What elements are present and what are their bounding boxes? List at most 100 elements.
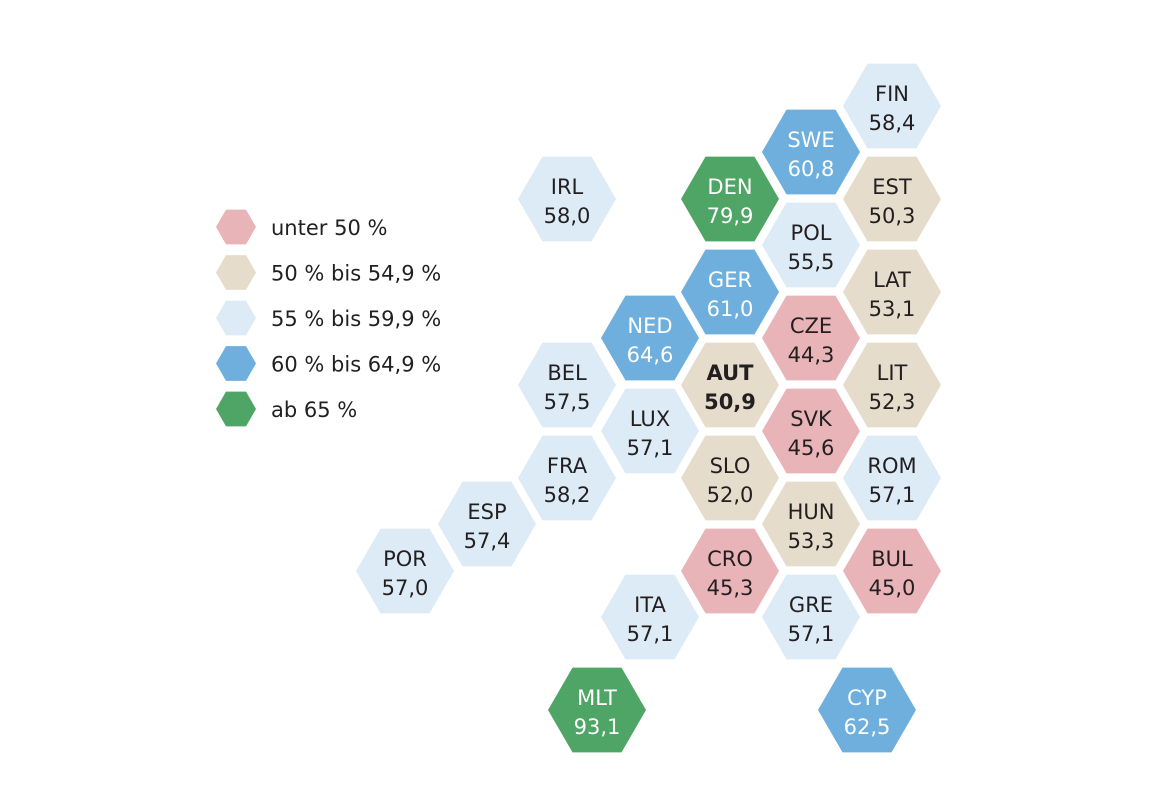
country-hex-ned: NED 64,6 <box>601 295 699 381</box>
country-value: 45,6 <box>788 436 835 460</box>
country-value: 45,0 <box>869 576 916 600</box>
legend-swatch <box>216 300 256 336</box>
hex-shape <box>843 435 941 521</box>
country-value: 93,1 <box>574 715 621 739</box>
country-hex-ita: ITA 57,1 <box>601 574 699 660</box>
country-code: LIT <box>877 361 908 385</box>
country-value: 64,6 <box>627 343 674 367</box>
country-code: ITA <box>634 593 666 617</box>
country-code: IRL <box>551 175 584 199</box>
country-code: HUN <box>788 500 835 524</box>
legend-label: 50 % bis 54,9 % <box>271 262 441 286</box>
country-value: 57,1 <box>788 622 835 646</box>
country-value: 53,1 <box>869 297 916 321</box>
hex-shape <box>548 667 646 753</box>
country-hex-cze: CZE 44,3 <box>762 295 860 381</box>
legend-label: 55 % bis 59,9 % <box>271 307 441 331</box>
legend-swatch <box>216 255 256 290</box>
country-hex-swe: SWE 60,8 <box>762 109 860 195</box>
country-hex-lux: LUX 57,1 <box>601 388 699 474</box>
country-code: CZE <box>790 314 832 338</box>
country-code: GRE <box>789 593 833 617</box>
country-value: 57,4 <box>464 529 511 553</box>
country-code: ROM <box>867 454 916 478</box>
country-value: 57,5 <box>544 390 591 414</box>
country-value: 52,3 <box>869 390 916 414</box>
country-code: GER <box>708 268 752 292</box>
country-value: 57,1 <box>869 483 916 507</box>
country-hex-cro: CRO 45,3 <box>681 528 779 614</box>
country-code: SVK <box>790 407 833 431</box>
country-hex-por: POR 57,0 <box>356 528 454 614</box>
country-hex-lit: LIT 52,3 <box>843 342 941 428</box>
country-value: 61,0 <box>707 297 754 321</box>
country-code: EST <box>872 175 912 199</box>
country-hex-gre: GRE 57,1 <box>762 574 860 660</box>
hex-shape <box>681 249 779 335</box>
country-hex-lat: LAT 53,1 <box>843 249 941 335</box>
country-code: SWE <box>787 128 834 152</box>
country-hex-esp: ESP 57,4 <box>438 481 536 567</box>
hex-shape <box>518 156 616 242</box>
country-value: 79,9 <box>707 204 754 228</box>
country-code: LUX <box>630 407 670 431</box>
hex-shape <box>681 528 779 614</box>
country-hex-irl: IRL 58,0 <box>518 156 616 242</box>
hex-shape <box>681 435 779 521</box>
hex-shape <box>681 342 779 428</box>
country-code: NED <box>627 314 672 338</box>
legend-swatch <box>216 391 256 427</box>
country-code: POR <box>383 547 427 571</box>
hex-shape <box>843 342 941 428</box>
hex-shape <box>818 667 916 753</box>
country-value: 50,3 <box>869 204 916 228</box>
legend-label: 60 % bis 64,9 % <box>271 353 441 377</box>
country-code: FIN <box>875 82 909 106</box>
hex-shape <box>762 481 860 567</box>
country-hex-slo: SLO 52,0 <box>681 435 779 521</box>
country-value: 53,3 <box>788 529 835 553</box>
country-value: 52,0 <box>707 483 754 507</box>
country-value: 57,1 <box>627 436 674 460</box>
country-code: CRO <box>707 547 753 571</box>
hex-shape <box>762 388 860 474</box>
country-hex-hun: HUN 53,3 <box>762 481 860 567</box>
country-hex-cyp: CYP 62,5 <box>818 667 916 753</box>
legend-item: unter 50 % <box>216 209 387 245</box>
country-value: 57,0 <box>382 576 429 600</box>
hex-shape <box>356 528 454 614</box>
country-value: 45,3 <box>707 576 754 600</box>
legend-item: 60 % bis 64,9 % <box>216 346 441 381</box>
country-code: BEL <box>547 361 587 385</box>
hex-shape <box>843 156 941 242</box>
legend: unter 50 % 50 % bis 54,9 % 55 % bis 59,9 %… <box>216 209 441 427</box>
hex-shape <box>601 388 699 474</box>
country-hex-svk: SVK 45,6 <box>762 388 860 474</box>
legend-swatch <box>216 209 256 245</box>
country-value: 55,5 <box>788 250 835 274</box>
country-code: FRA <box>547 454 588 478</box>
country-code: BUL <box>871 547 913 571</box>
country-value: 58,4 <box>869 111 916 135</box>
country-hex-bul: BUL 45,0 <box>843 528 941 614</box>
legend-item: ab 65 % <box>216 391 357 427</box>
legend-swatch <box>216 346 256 381</box>
country-code: AUT <box>707 361 755 385</box>
hex-shape <box>843 249 941 335</box>
hex-shape <box>601 574 699 660</box>
hex-shape <box>762 574 860 660</box>
hex-shape <box>518 342 616 428</box>
country-value: 50,9 <box>704 390 756 414</box>
hex-shape <box>601 295 699 381</box>
country-code: LAT <box>873 268 911 292</box>
hex-shape <box>518 435 616 521</box>
country-hex-aut: AUT 50,9 <box>681 342 779 428</box>
legend-label: ab 65 % <box>271 398 357 422</box>
country-code: CYP <box>847 686 887 710</box>
hex-shape <box>762 109 860 195</box>
country-value: 58,2 <box>544 483 591 507</box>
hex-shape <box>438 481 536 567</box>
hex-shape <box>762 202 860 288</box>
country-hex-fin: FIN 58,4 <box>843 63 941 149</box>
